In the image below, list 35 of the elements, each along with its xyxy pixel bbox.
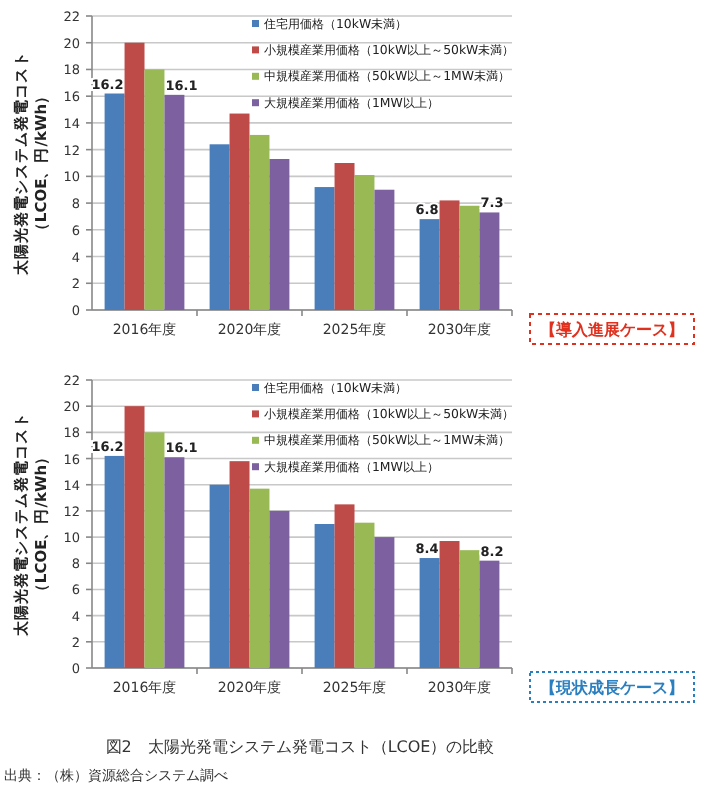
bar: [269, 158, 290, 310]
bar: [419, 558, 440, 668]
bar: [459, 550, 480, 668]
text: 【現状成長ケース】: [540, 679, 684, 697]
bar: [249, 134, 270, 310]
bar: [104, 93, 125, 310]
bar: [354, 522, 375, 668]
bar: [269, 510, 290, 668]
bar: [164, 94, 185, 310]
caption: 図2 太陽光発電システム発電コスト（LCOE）の比較: [105, 738, 495, 756]
bar: [104, 455, 125, 668]
bar: [229, 113, 250, 310]
bar: [479, 212, 500, 310]
bar: [334, 163, 355, 310]
bar: [459, 205, 480, 310]
bar: [209, 484, 230, 668]
bar: [229, 461, 250, 668]
bar: [334, 504, 355, 668]
bar: [164, 457, 185, 668]
bar: [374, 537, 395, 668]
bar: [124, 42, 145, 310]
bar: [314, 524, 335, 668]
bar: [439, 541, 460, 668]
text: 【導入進展ケース】: [540, 321, 684, 339]
bar: [209, 144, 230, 310]
bar: [374, 189, 395, 310]
bar: [439, 200, 460, 310]
bar: [479, 560, 500, 668]
bar: [144, 69, 165, 310]
bar: [419, 219, 440, 310]
bar: [354, 175, 375, 310]
bar: [144, 432, 165, 668]
bar: [314, 187, 335, 310]
bar: [124, 406, 145, 668]
bar: [249, 488, 270, 668]
